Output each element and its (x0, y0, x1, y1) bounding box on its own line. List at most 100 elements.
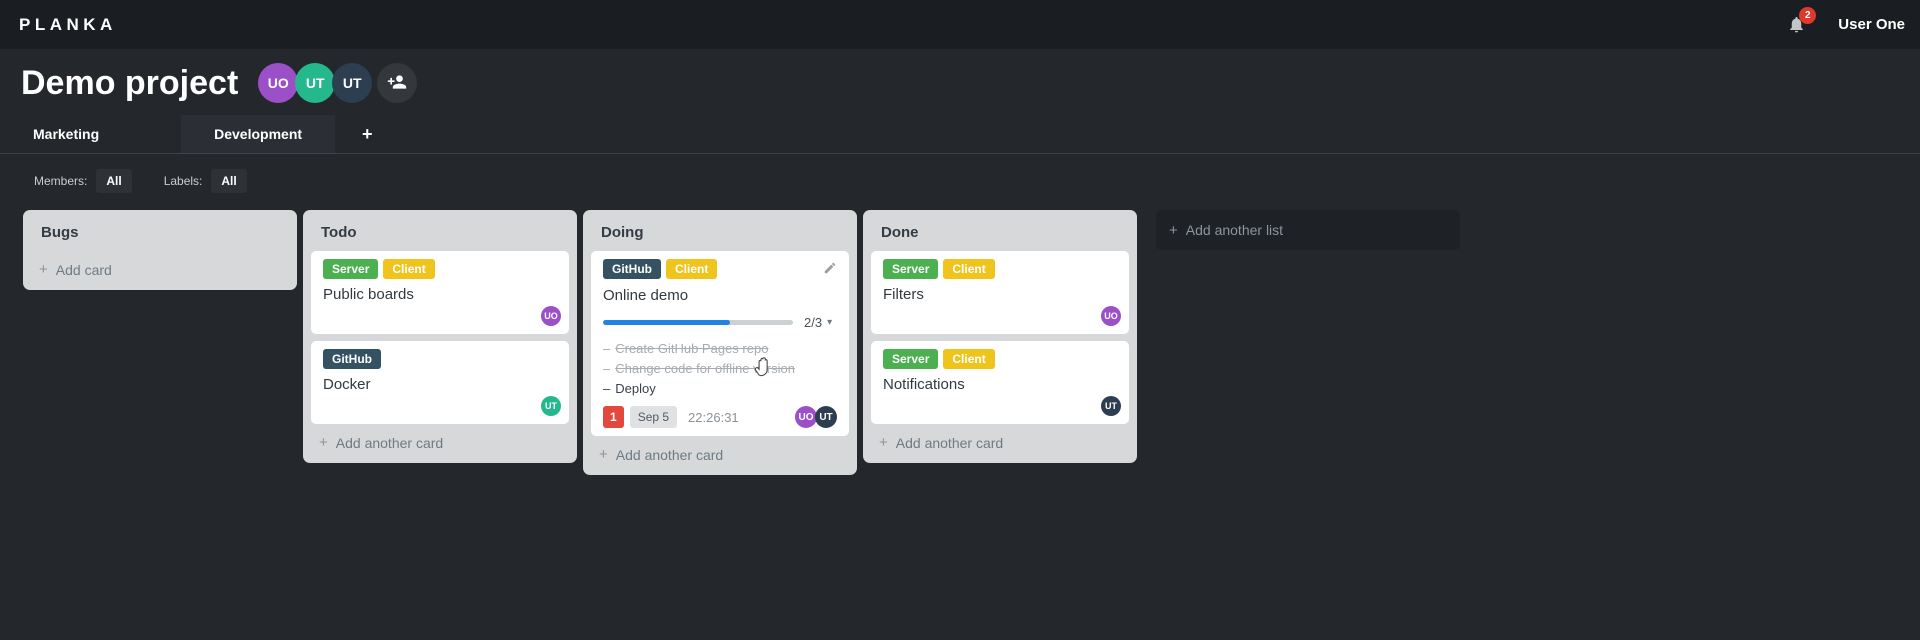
card-labels: Server Client (883, 349, 1117, 369)
task-text: Deploy (615, 381, 656, 396)
progress-bar (603, 320, 793, 325)
page-title: Demo project (21, 64, 239, 102)
task-dash: – (603, 361, 611, 376)
card-title: Public boards (323, 286, 414, 303)
card-label: Client (943, 259, 995, 279)
card-label: Client (666, 259, 718, 279)
plus-icon: + (319, 434, 328, 451)
card[interactable]: Server Client Notifications UT (871, 341, 1129, 424)
card[interactable]: Server Client Public boards UO (311, 251, 569, 334)
project-members: UO UT UT (258, 63, 373, 103)
progress-fill (603, 320, 730, 325)
chevron-down-icon[interactable]: ▾ (827, 317, 833, 328)
card[interactable]: GitHub Docker UT (311, 341, 569, 424)
task-dash: – (603, 341, 611, 356)
topbar: PLANKA 2 User One (0, 0, 1920, 49)
pencil-icon[interactable] (823, 259, 837, 280)
task-item[interactable]: – Deploy (603, 379, 837, 399)
avatar: UO (541, 306, 561, 326)
card-label: Server (883, 259, 939, 279)
add-member-button[interactable] (377, 63, 418, 103)
card-title: Notifications (883, 376, 965, 393)
plus-icon: + (1169, 221, 1178, 239)
project-header: Demo project UO UT UT (0, 49, 1920, 105)
card-label: Server (883, 349, 939, 369)
card-title: Filters (883, 286, 924, 303)
card-label: GitHub (323, 349, 381, 369)
add-board-button[interactable]: + (348, 115, 387, 153)
plus-icon: + (39, 261, 48, 278)
card-stack: Server Client Public boards UO GitHub Docker U… (311, 251, 569, 424)
plus-icon: + (879, 434, 888, 451)
list-title[interactable]: Bugs (41, 224, 79, 241)
card-members: UT (541, 396, 561, 416)
avatar: UT (332, 63, 373, 103)
add-list-button[interactable]: + Add another list (1156, 210, 1460, 250)
user-menu[interactable]: User One (1838, 16, 1905, 33)
add-card-label: Add another card (895, 434, 1004, 451)
add-card-label: Add another card (335, 434, 444, 451)
list-title[interactable]: Done (881, 224, 919, 241)
avatar: UO (1101, 306, 1121, 326)
avatar: UO (258, 63, 299, 103)
card[interactable]: GitHub Client Online demo 2/3 ▾ – Create GitHu… (591, 251, 849, 436)
task-item[interactable]: – Change code for offline version (603, 359, 837, 379)
card-labels: GitHub Client (603, 259, 837, 280)
board-tabs: Marketing Development + (0, 115, 1920, 154)
card-label: Server (323, 259, 379, 279)
add-card-label: Add another card (615, 446, 724, 463)
add-list-label: Add another list (1185, 222, 1284, 238)
avatar: UO (795, 406, 817, 428)
list-title[interactable]: Doing (601, 224, 644, 241)
card-label: GitHub (603, 259, 661, 279)
labels-filter-label: Labels: (163, 174, 203, 188)
card-members: UO (541, 306, 561, 326)
list-bugs: Bugs + Add card (23, 210, 297, 290)
avatar: UT (1101, 396, 1121, 416)
task-text: Change code for offline version (615, 361, 795, 376)
task-dash: – (603, 381, 611, 396)
planka-logo[interactable]: PLANKA (19, 14, 117, 34)
user-plus-icon (387, 72, 407, 95)
card-labels: GitHub (323, 349, 557, 369)
card[interactable]: Server Client Filters UO (871, 251, 1129, 334)
card-footer: 1 Sep 5 22:26:31 UO UT (603, 406, 837, 428)
card-members: UO (1101, 306, 1121, 326)
card-members: UT (1101, 396, 1121, 416)
add-card-button[interactable]: + Add another card (311, 424, 569, 455)
progress-value: 2/3 (804, 315, 823, 330)
tab-marketing[interactable]: Marketing (33, 126, 100, 142)
card-label: Client (383, 259, 435, 279)
list-title[interactable]: Todo (321, 224, 357, 241)
notifications-button[interactable]: 2 (1787, 7, 1817, 34)
add-card-button[interactable]: + Add another card (591, 436, 849, 467)
members-filter-value[interactable]: All (96, 169, 132, 193)
card-label: Client (943, 349, 995, 369)
task-list: – Create GitHub Pages repo – Change code fo… (603, 339, 837, 399)
card-members: UO UT (795, 406, 837, 428)
members-filter-label: Members: (34, 174, 88, 188)
plus-icon: + (599, 446, 608, 463)
task-progress: 2/3 ▾ (603, 315, 837, 330)
card-title: Online demo (603, 287, 689, 304)
task-text: Create GitHub Pages repo (615, 341, 769, 356)
add-card-label: Add card (55, 261, 112, 278)
list-todo: Todo Server Client Public boards UO GitHub Doc… (303, 210, 577, 463)
timer-text[interactable]: 22:26:31 (688, 409, 739, 425)
avatar: UT (295, 63, 336, 103)
add-card-button[interactable]: + Add another card (871, 424, 1129, 455)
task-item[interactable]: – Create GitHub Pages repo (603, 339, 837, 359)
add-card-button[interactable]: + Add card (31, 251, 289, 282)
card-stack: Server Client Filters UO Server Client Notific… (871, 251, 1129, 424)
card-labels: Server Client (323, 259, 557, 279)
avatar: UT (815, 406, 837, 428)
labels-filter-value[interactable]: All (211, 169, 247, 193)
list-doing: Doing GitHub Client Online demo 2/3 ▾ – Create … (583, 210, 857, 475)
due-date-badge[interactable]: Sep 5 (629, 406, 678, 428)
due-count-badge: 1 (603, 406, 624, 428)
card-title: Docker (323, 376, 371, 393)
notification-badge: 2 (1799, 7, 1817, 24)
card-stack: GitHub Client Online demo 2/3 ▾ – Create GitHu… (591, 251, 849, 436)
tab-development[interactable]: Development (181, 115, 336, 153)
